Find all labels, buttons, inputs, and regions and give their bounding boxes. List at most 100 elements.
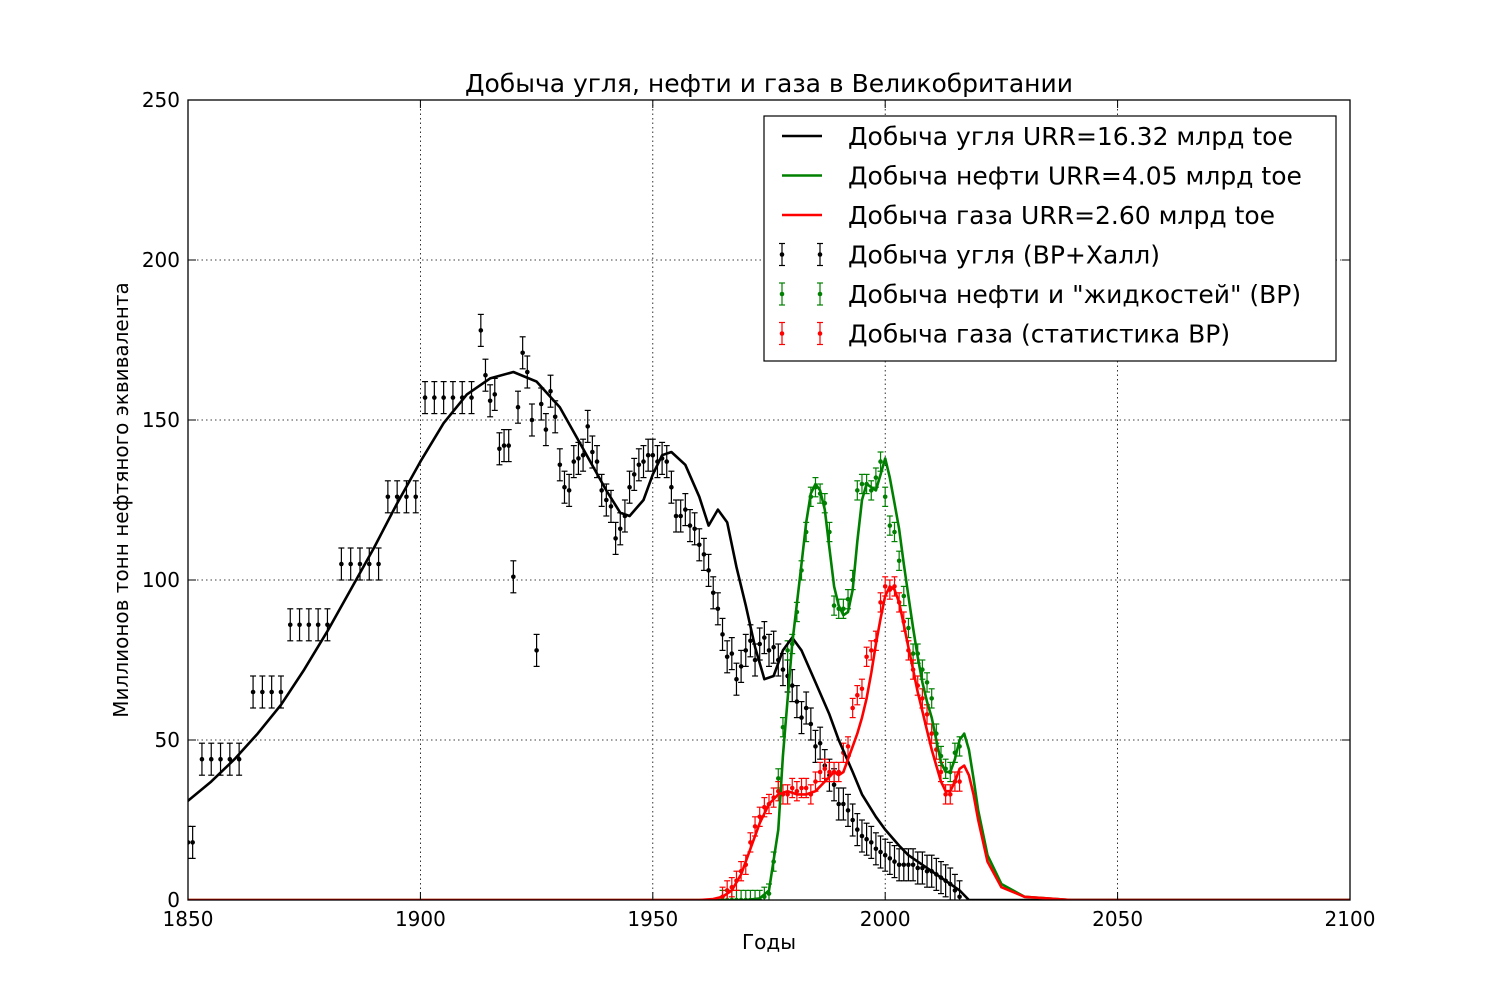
data-point (636, 462, 642, 468)
data-point (552, 414, 558, 420)
data-point (882, 494, 888, 500)
data-point (218, 756, 223, 762)
x-tick-label: 2100 (1325, 907, 1376, 931)
data-point (297, 622, 302, 628)
data-point (882, 852, 888, 858)
data-point (278, 689, 284, 695)
data-point (906, 862, 911, 868)
data-point (696, 542, 702, 548)
data-point (450, 395, 456, 400)
series-line (188, 370, 1350, 900)
data-point (729, 651, 735, 656)
data-point (910, 651, 916, 656)
data-point (599, 488, 604, 493)
data-point (734, 676, 739, 682)
data-point (506, 443, 512, 448)
data-point (827, 769, 832, 775)
x-tick-label: 2000 (860, 907, 911, 931)
data-point (692, 526, 697, 532)
data-point (878, 459, 883, 464)
data-point (868, 648, 874, 653)
y-tick-label: 100 (142, 568, 180, 592)
data-point (706, 568, 711, 573)
data-point (836, 801, 842, 807)
data-point (511, 574, 516, 580)
data-point (915, 865, 921, 871)
x-axis-label: Годы (742, 930, 796, 954)
data-point (339, 561, 344, 567)
data-point (631, 472, 637, 477)
series-line (188, 585, 1350, 900)
data-point (413, 494, 419, 500)
data-point (850, 705, 855, 711)
data-point (520, 350, 525, 356)
plot-area (188, 313, 1350, 900)
data-point (348, 561, 353, 567)
legend-box (763, 115, 1337, 362)
data-point (590, 449, 595, 455)
data-point (683, 507, 688, 512)
data-point (469, 395, 474, 400)
data-point (785, 792, 790, 797)
data-point (799, 785, 804, 791)
data-point (859, 481, 865, 487)
data-point (845, 808, 851, 813)
data-point (287, 622, 293, 628)
data-point (613, 536, 618, 541)
data-point (813, 779, 818, 784)
data-point (920, 696, 925, 701)
data-point (794, 788, 800, 794)
y-tick-label: 50 (155, 728, 180, 752)
data-point (896, 558, 902, 564)
data-point (422, 395, 428, 400)
data-point (710, 590, 716, 596)
data-point (385, 494, 391, 500)
data-point (227, 756, 233, 762)
data-point (752, 657, 758, 663)
data-point (376, 561, 381, 567)
data-point (585, 424, 591, 429)
data-point (478, 328, 484, 333)
data-point (678, 513, 683, 519)
data-point (687, 523, 693, 528)
data-point (929, 731, 934, 736)
data-point (855, 692, 860, 698)
data-point (576, 456, 581, 461)
data-point (794, 699, 800, 704)
data-point (543, 427, 549, 432)
data-point (873, 846, 879, 852)
legend-point-swatch (817, 252, 823, 257)
data-point (673, 513, 679, 519)
legend-point-swatch (817, 291, 823, 297)
data-point (757, 641, 763, 647)
data-point (901, 593, 907, 599)
legend-entry-label: Добыча нефти URR=4.05 млрд toe (848, 162, 1302, 191)
data-point (785, 648, 790, 653)
data-point (868, 840, 874, 845)
data-point (817, 740, 823, 746)
data-point (269, 689, 274, 695)
data-point (641, 459, 646, 464)
data-point (720, 632, 725, 637)
data-point (924, 680, 930, 685)
data-point (557, 462, 563, 468)
data-point (762, 635, 767, 640)
data-point (743, 648, 749, 653)
data-point (924, 712, 930, 717)
data-point (664, 459, 670, 464)
data-point (645, 452, 651, 458)
data-point (208, 756, 214, 762)
data-point (650, 452, 656, 458)
legend-point-swatch (817, 331, 823, 336)
data-point (822, 766, 828, 772)
y-axis-label: Миллионов тонн нефтяного эквивалента (109, 282, 133, 717)
data-point (831, 603, 837, 608)
series-line (188, 457, 1350, 900)
data-point (906, 625, 911, 631)
data-point (864, 836, 869, 842)
legend-point-swatch (779, 291, 785, 297)
data-point (357, 561, 363, 567)
data-point (892, 859, 897, 864)
data-point (483, 372, 488, 378)
